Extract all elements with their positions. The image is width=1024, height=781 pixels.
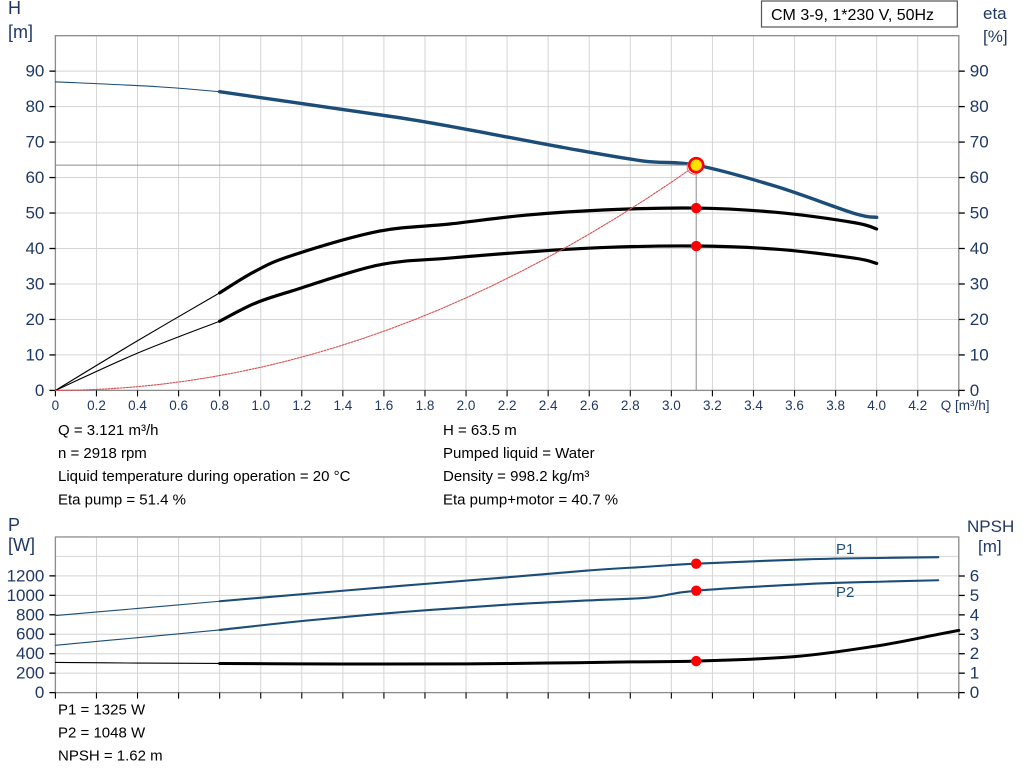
svg-text:5: 5 — [970, 586, 979, 605]
svg-text:90: 90 — [970, 62, 989, 81]
svg-text:P1: P1 — [836, 541, 854, 558]
svg-text:[m]: [m] — [8, 22, 33, 42]
svg-text:80: 80 — [970, 97, 989, 116]
svg-text:Liquid temperature during oper: Liquid temperature during operation = 20… — [58, 468, 351, 485]
svg-text:2.6: 2.6 — [580, 398, 599, 413]
svg-text:Q = 3.121 m³/h: Q = 3.121 m³/h — [58, 422, 158, 439]
svg-text:60: 60 — [970, 168, 989, 187]
svg-text:200: 200 — [16, 664, 44, 683]
svg-text:n = 2918 rpm: n = 2918 rpm — [58, 445, 147, 462]
svg-text:Q [m³/h]: Q [m³/h] — [941, 398, 990, 413]
svg-text:0.2: 0.2 — [87, 398, 106, 413]
svg-text:0.6: 0.6 — [169, 398, 188, 413]
svg-text:4: 4 — [970, 605, 979, 624]
svg-text:1: 1 — [970, 664, 979, 683]
svg-text:H: H — [8, 0, 21, 18]
svg-text:3.8: 3.8 — [826, 398, 845, 413]
svg-text:H = 63.5 m: H = 63.5 m — [443, 422, 517, 439]
svg-text:3.6: 3.6 — [785, 398, 804, 413]
svg-text:1.6: 1.6 — [375, 398, 394, 413]
svg-text:3: 3 — [970, 625, 979, 644]
svg-text:Eta pump = 51.4 %: Eta pump = 51.4 % — [58, 491, 186, 508]
svg-text:NPSH: NPSH — [967, 517, 1014, 536]
svg-text:0: 0 — [35, 683, 44, 702]
svg-text:3.2: 3.2 — [703, 398, 722, 413]
svg-text:400: 400 — [16, 644, 44, 663]
svg-text:eta: eta — [983, 4, 1007, 23]
svg-text:1.8: 1.8 — [416, 398, 435, 413]
svg-text:50: 50 — [25, 204, 44, 223]
svg-text:1000: 1000 — [7, 586, 45, 605]
svg-text:P1 = 1325 W: P1 = 1325 W — [58, 702, 146, 719]
svg-text:Eta pump+motor = 40.7 %: Eta pump+motor = 40.7 % — [443, 491, 618, 508]
svg-text:0: 0 — [970, 683, 979, 702]
svg-text:0: 0 — [35, 381, 44, 400]
svg-text:Density = 998.2 kg/m³: Density = 998.2 kg/m³ — [443, 468, 589, 485]
svg-text:30: 30 — [25, 274, 44, 293]
svg-text:0.8: 0.8 — [210, 398, 229, 413]
svg-text:600: 600 — [16, 625, 44, 644]
svg-text:30: 30 — [970, 274, 989, 293]
svg-text:P: P — [8, 515, 20, 535]
svg-text:1200: 1200 — [7, 566, 45, 585]
svg-text:2: 2 — [970, 644, 979, 663]
svg-text:4.2: 4.2 — [908, 398, 927, 413]
svg-text:90: 90 — [25, 62, 44, 81]
svg-text:0.4: 0.4 — [128, 398, 147, 413]
svg-text:4.0: 4.0 — [867, 398, 886, 413]
svg-text:[W]: [W] — [8, 535, 35, 555]
svg-text:70: 70 — [970, 133, 989, 152]
svg-text:20: 20 — [25, 310, 44, 329]
svg-text:80: 80 — [25, 97, 44, 116]
svg-text:2.8: 2.8 — [621, 398, 640, 413]
svg-text:Pumped liquid = Water: Pumped liquid = Water — [443, 445, 595, 462]
svg-text:50: 50 — [970, 204, 989, 223]
svg-text:10: 10 — [970, 345, 989, 364]
svg-text:60: 60 — [25, 168, 44, 187]
svg-text:6: 6 — [970, 567, 979, 586]
svg-text:CM 3-9, 1*230 V, 50Hz: CM 3-9, 1*230 V, 50Hz — [771, 7, 934, 24]
svg-text:0: 0 — [52, 398, 60, 413]
svg-text:1.0: 1.0 — [251, 398, 270, 413]
svg-text:20: 20 — [970, 310, 989, 329]
svg-text:3.0: 3.0 — [662, 398, 681, 413]
svg-text:[m]: [m] — [978, 537, 1002, 556]
svg-text:2.4: 2.4 — [539, 398, 558, 413]
svg-text:P2: P2 — [836, 584, 854, 601]
svg-text:P2 = 1048 W: P2 = 1048 W — [58, 725, 146, 742]
svg-text:10: 10 — [25, 345, 44, 364]
svg-text:70: 70 — [25, 133, 44, 152]
svg-text:2.0: 2.0 — [457, 398, 476, 413]
svg-text:2.2: 2.2 — [498, 398, 517, 413]
svg-text:NPSH = 1.62 m: NPSH = 1.62 m — [58, 748, 163, 765]
svg-text:1.2: 1.2 — [292, 398, 311, 413]
svg-text:40: 40 — [970, 239, 989, 258]
svg-text:3.4: 3.4 — [744, 398, 763, 413]
svg-text:1.4: 1.4 — [333, 398, 352, 413]
svg-text:800: 800 — [16, 605, 44, 624]
svg-text:40: 40 — [25, 239, 44, 258]
svg-text:[%]: [%] — [983, 27, 1008, 46]
